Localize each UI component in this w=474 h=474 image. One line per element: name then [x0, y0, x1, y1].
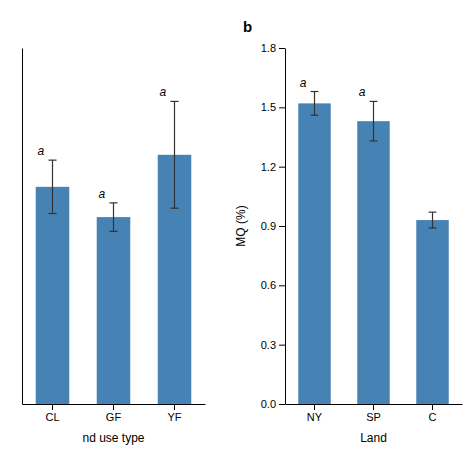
- y-tick-mark: [279, 404, 285, 405]
- x-axis: CL GF YF: [23, 404, 206, 423]
- y-tick-mark: [279, 226, 285, 227]
- x-tick: NY: [307, 404, 323, 423]
- x-tick-label: SP: [366, 411, 381, 423]
- y-tick-label: 1.2: [261, 161, 276, 173]
- x-tick: CL: [45, 404, 59, 423]
- y-axis-line: [22, 49, 23, 405]
- error-bar: [48, 160, 56, 213]
- x-tick-label: NY: [307, 411, 323, 423]
- y-axis: [22, 49, 23, 405]
- x-tick: YF: [167, 404, 181, 423]
- error-bar-stem: [373, 101, 374, 141]
- error-bar: [170, 101, 178, 208]
- annotation: a: [159, 85, 166, 99]
- y-tick-label: 1.8: [261, 42, 276, 54]
- y-tick-label: 0.9: [261, 220, 276, 232]
- x-tick-mark: [113, 404, 114, 410]
- bar: [97, 217, 131, 404]
- error-bar-cap: [170, 101, 178, 102]
- chart-root: CL GF YF a a a nd use type NY SP C 0.0 0.3 0.6 0.9 1.2…: [0, 0, 474, 474]
- x-tick-label: CL: [45, 411, 59, 423]
- x-tick-mark: [174, 404, 175, 410]
- marks: [298, 92, 448, 404]
- bar: [357, 121, 389, 404]
- y-tick: 0.6: [261, 279, 285, 291]
- y-tick-label: 0.0: [261, 398, 276, 410]
- panel: NY SP C 0.0 0.3 0.6 0.9 1.2 1.5 1.8 a a Land MQ (%) b: [234, 18, 463, 445]
- error-bar-stem: [52, 160, 53, 213]
- y-tick-mark: [279, 48, 285, 49]
- x-tick-label: YF: [167, 411, 181, 423]
- error-bar-cap: [429, 227, 437, 228]
- y-tick: 1.2: [261, 161, 285, 173]
- error-bar-cap: [311, 115, 319, 116]
- y-tick-label: 1.5: [261, 101, 276, 113]
- y-tick: 1.8: [261, 42, 285, 54]
- y-axis: 0.0 0.3 0.6 0.9 1.2 1.5 1.8: [261, 42, 286, 410]
- y-tick-mark: [279, 345, 285, 346]
- y-axis-title: MQ (%): [234, 205, 248, 246]
- x-tick-mark: [314, 404, 315, 410]
- y-tick-mark: [279, 285, 285, 286]
- x-axis-title: Land: [360, 431, 387, 445]
- x-axis-title: nd use type: [82, 431, 144, 445]
- error-bar-stem: [314, 92, 315, 116]
- x-tick: GF: [106, 404, 122, 423]
- error-bar-cap: [109, 231, 117, 232]
- error-bar-cap: [170, 208, 178, 209]
- x-tick-mark: [432, 404, 433, 410]
- x-tick: SP: [366, 404, 381, 423]
- error-bar-cap: [370, 140, 378, 141]
- panel: CL GF YF a a a nd use type: [23, 49, 206, 446]
- error-bar-cap: [109, 202, 117, 203]
- y-tick: 0.3: [261, 339, 285, 351]
- x-tick: C: [429, 404, 437, 423]
- x-tick-label: C: [429, 411, 437, 423]
- error-bar-cap: [311, 91, 319, 92]
- annotation: a: [359, 85, 366, 99]
- y-tick-mark: [279, 167, 285, 168]
- error-bar: [370, 101, 378, 141]
- error-bar: [311, 92, 319, 116]
- y-tick: 0.0: [261, 398, 285, 410]
- error-bar-stem: [432, 212, 433, 228]
- panel-label: b: [243, 18, 252, 35]
- error-bar-stem: [174, 101, 175, 208]
- y-tick-label: 0.6: [261, 279, 276, 291]
- error-bar-stem: [113, 203, 114, 231]
- y-tick-label: 0.3: [261, 339, 276, 351]
- y-tick: 1.5: [261, 101, 285, 113]
- error-bar: [429, 212, 437, 228]
- y-tick: 0.9: [261, 220, 285, 232]
- error-bar-cap: [370, 101, 378, 102]
- y-axis-line: [285, 49, 286, 405]
- x-tick-mark: [373, 404, 374, 410]
- x-axis: NY SP C: [286, 404, 463, 423]
- error-bar-cap: [429, 212, 437, 213]
- bar: [298, 103, 330, 404]
- x-tick-mark: [52, 404, 53, 410]
- bar: [36, 187, 70, 404]
- error-bar-cap: [48, 160, 56, 161]
- bar: [416, 220, 448, 404]
- annotation: a: [37, 144, 44, 158]
- error-bar-cap: [48, 213, 56, 214]
- annotation: a: [300, 76, 307, 90]
- x-tick-label: GF: [106, 411, 122, 423]
- y-tick-mark: [279, 107, 285, 108]
- chart-svg: CL GF YF a a a nd use type NY SP C 0.0 0.3 0.6 0.9 1.2…: [0, 0, 474, 474]
- annotation: a: [98, 187, 105, 201]
- error-bar: [109, 203, 117, 231]
- marks: [36, 101, 192, 404]
